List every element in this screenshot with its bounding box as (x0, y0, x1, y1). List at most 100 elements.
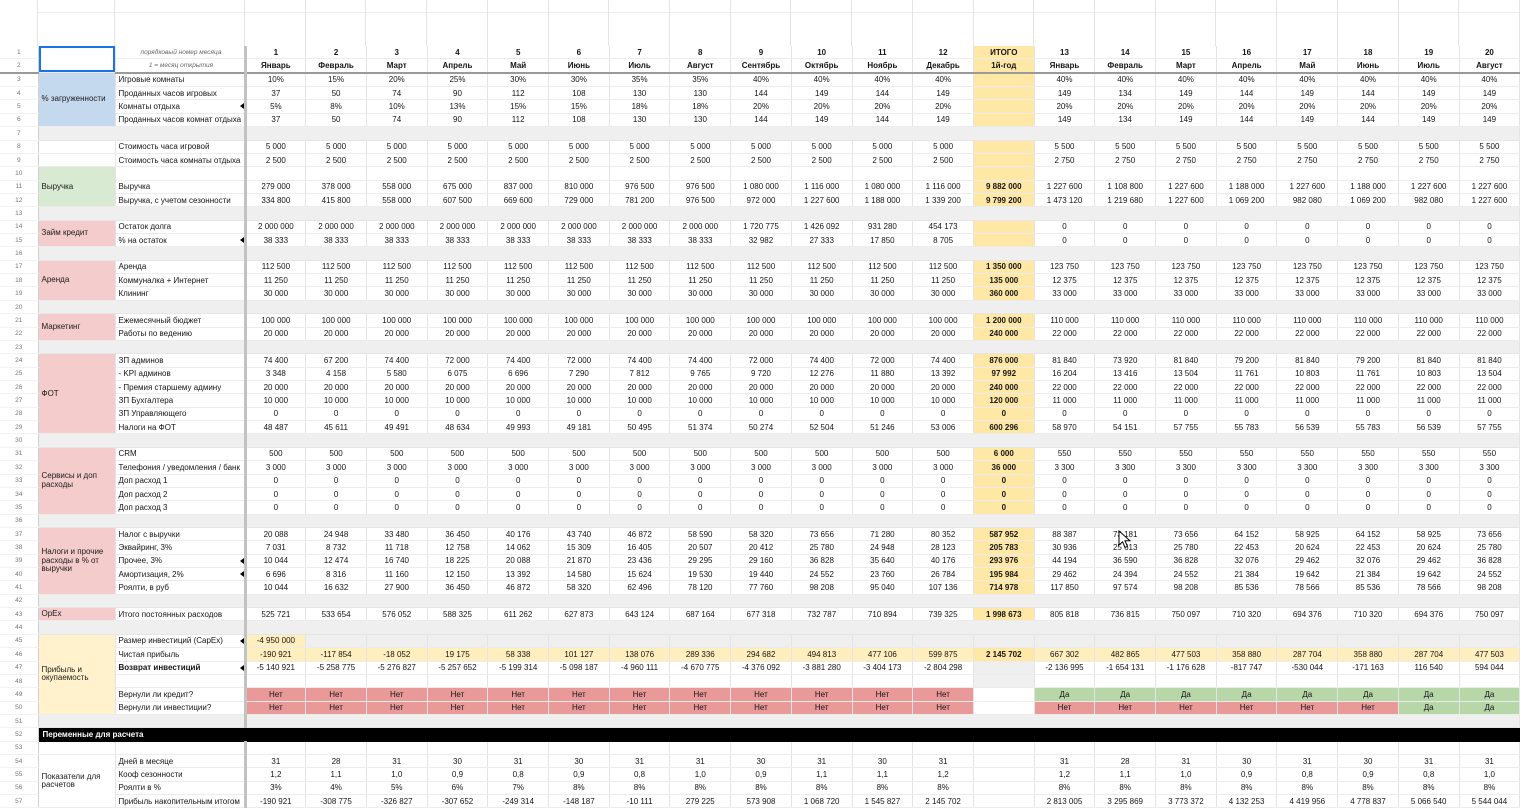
data-cell[interactable]: 78 120 (669, 580, 732, 595)
data-cell[interactable]: 73 920 (1094, 353, 1157, 368)
data-cell[interactable]: 14 580 (548, 567, 610, 582)
data-cell[interactable]: 11 160 (366, 567, 428, 582)
data-cell[interactable]: 20 000 (852, 380, 914, 395)
data-cell[interactable]: -171 163 (1337, 661, 1399, 675)
data-cell[interactable]: 3 300 (1276, 460, 1339, 475)
data-cell[interactable]: 40 176 (487, 527, 550, 542)
data-cell[interactable]: 112 500 (791, 260, 853, 275)
data-cell[interactable]: 30% (548, 72, 610, 88)
data-cell[interactable]: 11 250 (487, 273, 550, 288)
data-cell[interactable]: 30 000 (791, 286, 853, 301)
data-cell[interactable]: 24 394 (1094, 567, 1157, 582)
data-cell[interactable]: 0 (1034, 487, 1096, 502)
category-cell[interactable]: Выручка (38, 166, 116, 208)
row-number[interactable]: 13 (0, 206, 39, 221)
data-cell[interactable]: 130 (669, 113, 732, 128)
data-cell[interactable]: 5 000 (791, 140, 853, 154)
row-number[interactable]: 42 (0, 594, 39, 609)
data-cell[interactable]: 20 000 (730, 380, 792, 395)
data-cell[interactable]: 149 (1155, 113, 1217, 128)
data-cell[interactable]: 6 696 (245, 567, 307, 582)
data-cell[interactable]: Нет (305, 701, 367, 715)
data-cell[interactable]: Нет (1337, 701, 1399, 715)
total-cell[interactable] (973, 86, 1035, 101)
data-cell[interactable] (1034, 166, 1096, 181)
data-cell[interactable]: 149 (791, 113, 853, 128)
data-cell[interactable]: 1 069 200 (1216, 193, 1278, 208)
data-cell[interactable]: 134 (1094, 113, 1157, 128)
row-label[interactable]: Прибыль накопительным итогом (115, 794, 247, 809)
data-cell[interactable]: 0,8 (1398, 767, 1460, 782)
data-cell[interactable]: 739 325 (912, 607, 974, 622)
data-cell[interactable] (852, 741, 914, 756)
data-cell[interactable]: 30 000 (912, 286, 974, 301)
data-cell[interactable]: 0 (1337, 474, 1399, 488)
total-cell[interactable]: 9 882 000 (973, 180, 1035, 194)
data-cell[interactable]: -5 257 652 (427, 661, 489, 675)
data-cell[interactable]: Нет (669, 687, 732, 702)
data-cell[interactable]: 0 (427, 487, 489, 502)
data-cell[interactable]: 0 (1276, 233, 1339, 248)
data-cell[interactable]: 8% (1337, 781, 1399, 796)
data-cell[interactable]: 15% (305, 72, 367, 88)
data-cell[interactable]: 110 000 (1276, 313, 1339, 328)
data-cell[interactable]: 1 068 720 (791, 794, 853, 809)
data-cell[interactable]: 144 (852, 113, 914, 128)
data-cell[interactable]: 74 400 (487, 353, 550, 368)
data-cell[interactable]: 7 812 (609, 367, 671, 381)
data-cell[interactable]: 112 500 (609, 260, 671, 275)
data-cell[interactable]: 0,8 (1276, 767, 1339, 782)
data-cell[interactable]: 22 000 (1459, 380, 1520, 395)
data-cell[interactable]: 25 780 (1155, 540, 1217, 555)
total-cell[interactable]: 205 783 (973, 540, 1035, 555)
data-cell[interactable]: 23 760 (852, 567, 914, 582)
data-cell[interactable]: 112 500 (669, 260, 732, 275)
data-cell[interactable]: 15% (487, 99, 550, 114)
data-cell[interactable]: 2 500 (852, 153, 914, 168)
data-cell[interactable]: 0 (1337, 407, 1399, 422)
month-name-header[interactable]: Май (487, 58, 550, 74)
month-ordinal-header[interactable]: 16 (1216, 46, 1278, 60)
data-cell[interactable]: 123 750 (1034, 260, 1096, 275)
row-number[interactable]: 22 (0, 327, 39, 341)
data-cell[interactable]: 20 000 (366, 380, 428, 395)
data-cell[interactable]: 110 000 (1216, 313, 1278, 328)
data-cell[interactable] (487, 634, 550, 649)
data-cell[interactable] (1094, 166, 1157, 181)
data-cell[interactable]: 30 000 (730, 286, 792, 301)
data-cell[interactable]: 11 761 (1216, 367, 1278, 381)
data-cell[interactable]: 49 993 (487, 420, 550, 435)
data-cell[interactable]: 2 750 (1337, 153, 1399, 168)
data-cell[interactable]: Нет (791, 701, 853, 715)
data-cell[interactable]: 558 000 (366, 180, 428, 194)
data-cell[interactable]: 0 (609, 407, 671, 422)
data-cell[interactable]: 28 123 (912, 540, 974, 555)
data-cell[interactable]: 95 040 (852, 580, 914, 595)
data-cell[interactable]: 78 566 (1276, 580, 1339, 595)
data-cell[interactable]: 36 828 (791, 554, 853, 569)
data-cell[interactable]: 31 (487, 754, 550, 769)
data-cell[interactable]: 81 840 (1459, 353, 1520, 368)
data-cell[interactable]: 477 106 (852, 647, 914, 662)
data-cell[interactable]: 10 000 (366, 393, 428, 408)
data-cell[interactable]: -148 187 (548, 794, 610, 809)
total-column-header[interactable]: ИТОГО (973, 46, 1035, 60)
row-number[interactable]: 48 (0, 674, 39, 689)
data-cell[interactable]: 2 000 000 (366, 220, 428, 235)
data-cell[interactable]: 71 280 (852, 527, 914, 542)
data-cell[interactable]: 98 208 (1155, 580, 1217, 595)
data-cell[interactable]: 3 348 (245, 367, 307, 381)
row-number[interactable]: 10 (0, 166, 39, 181)
data-cell[interactable]: 32 076 (1337, 554, 1399, 569)
data-cell[interactable] (791, 741, 853, 756)
data-cell[interactable]: 0,8 (487, 767, 550, 782)
data-cell[interactable]: 25% (427, 72, 489, 88)
data-cell[interactable]: 19 642 (1276, 567, 1339, 582)
data-cell[interactable]: 279 000 (245, 180, 307, 194)
data-cell[interactable]: 0 (669, 487, 732, 502)
category-cell[interactable]: Займ кредит (38, 220, 116, 248)
data-cell[interactable]: 0 (548, 474, 610, 488)
data-cell[interactable]: 13% (427, 99, 489, 114)
data-cell[interactable]: 13 392 (912, 367, 974, 381)
data-cell[interactable]: Да (1034, 687, 1096, 702)
